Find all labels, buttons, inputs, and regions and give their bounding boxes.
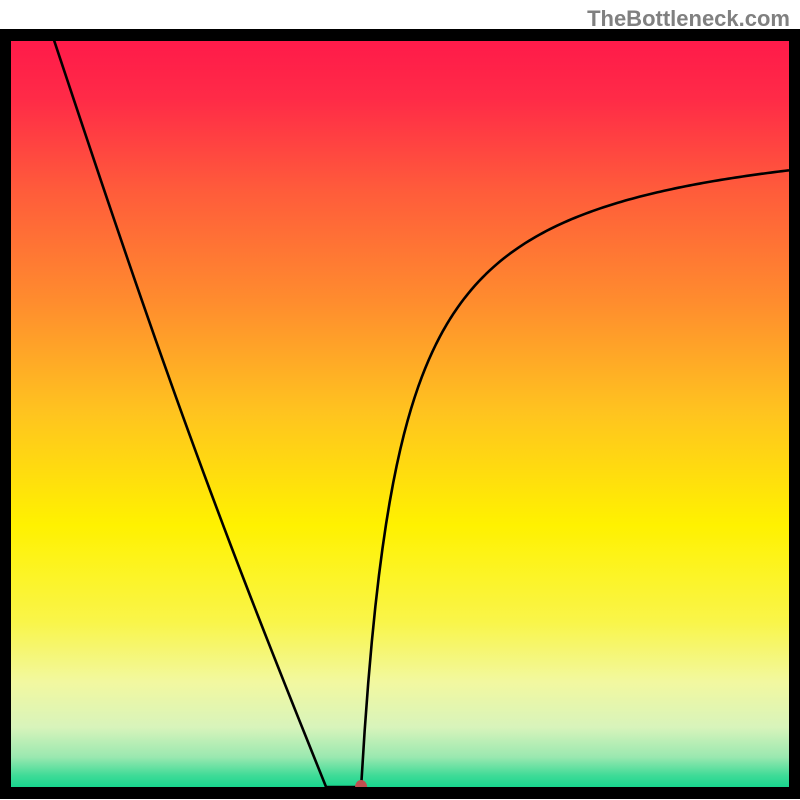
- bottleneck-chart: TheBottleneck.com: [0, 0, 800, 800]
- chart-svg: [0, 0, 800, 800]
- watermark-text: TheBottleneck.com: [587, 6, 790, 32]
- gradient-background: [11, 40, 789, 788]
